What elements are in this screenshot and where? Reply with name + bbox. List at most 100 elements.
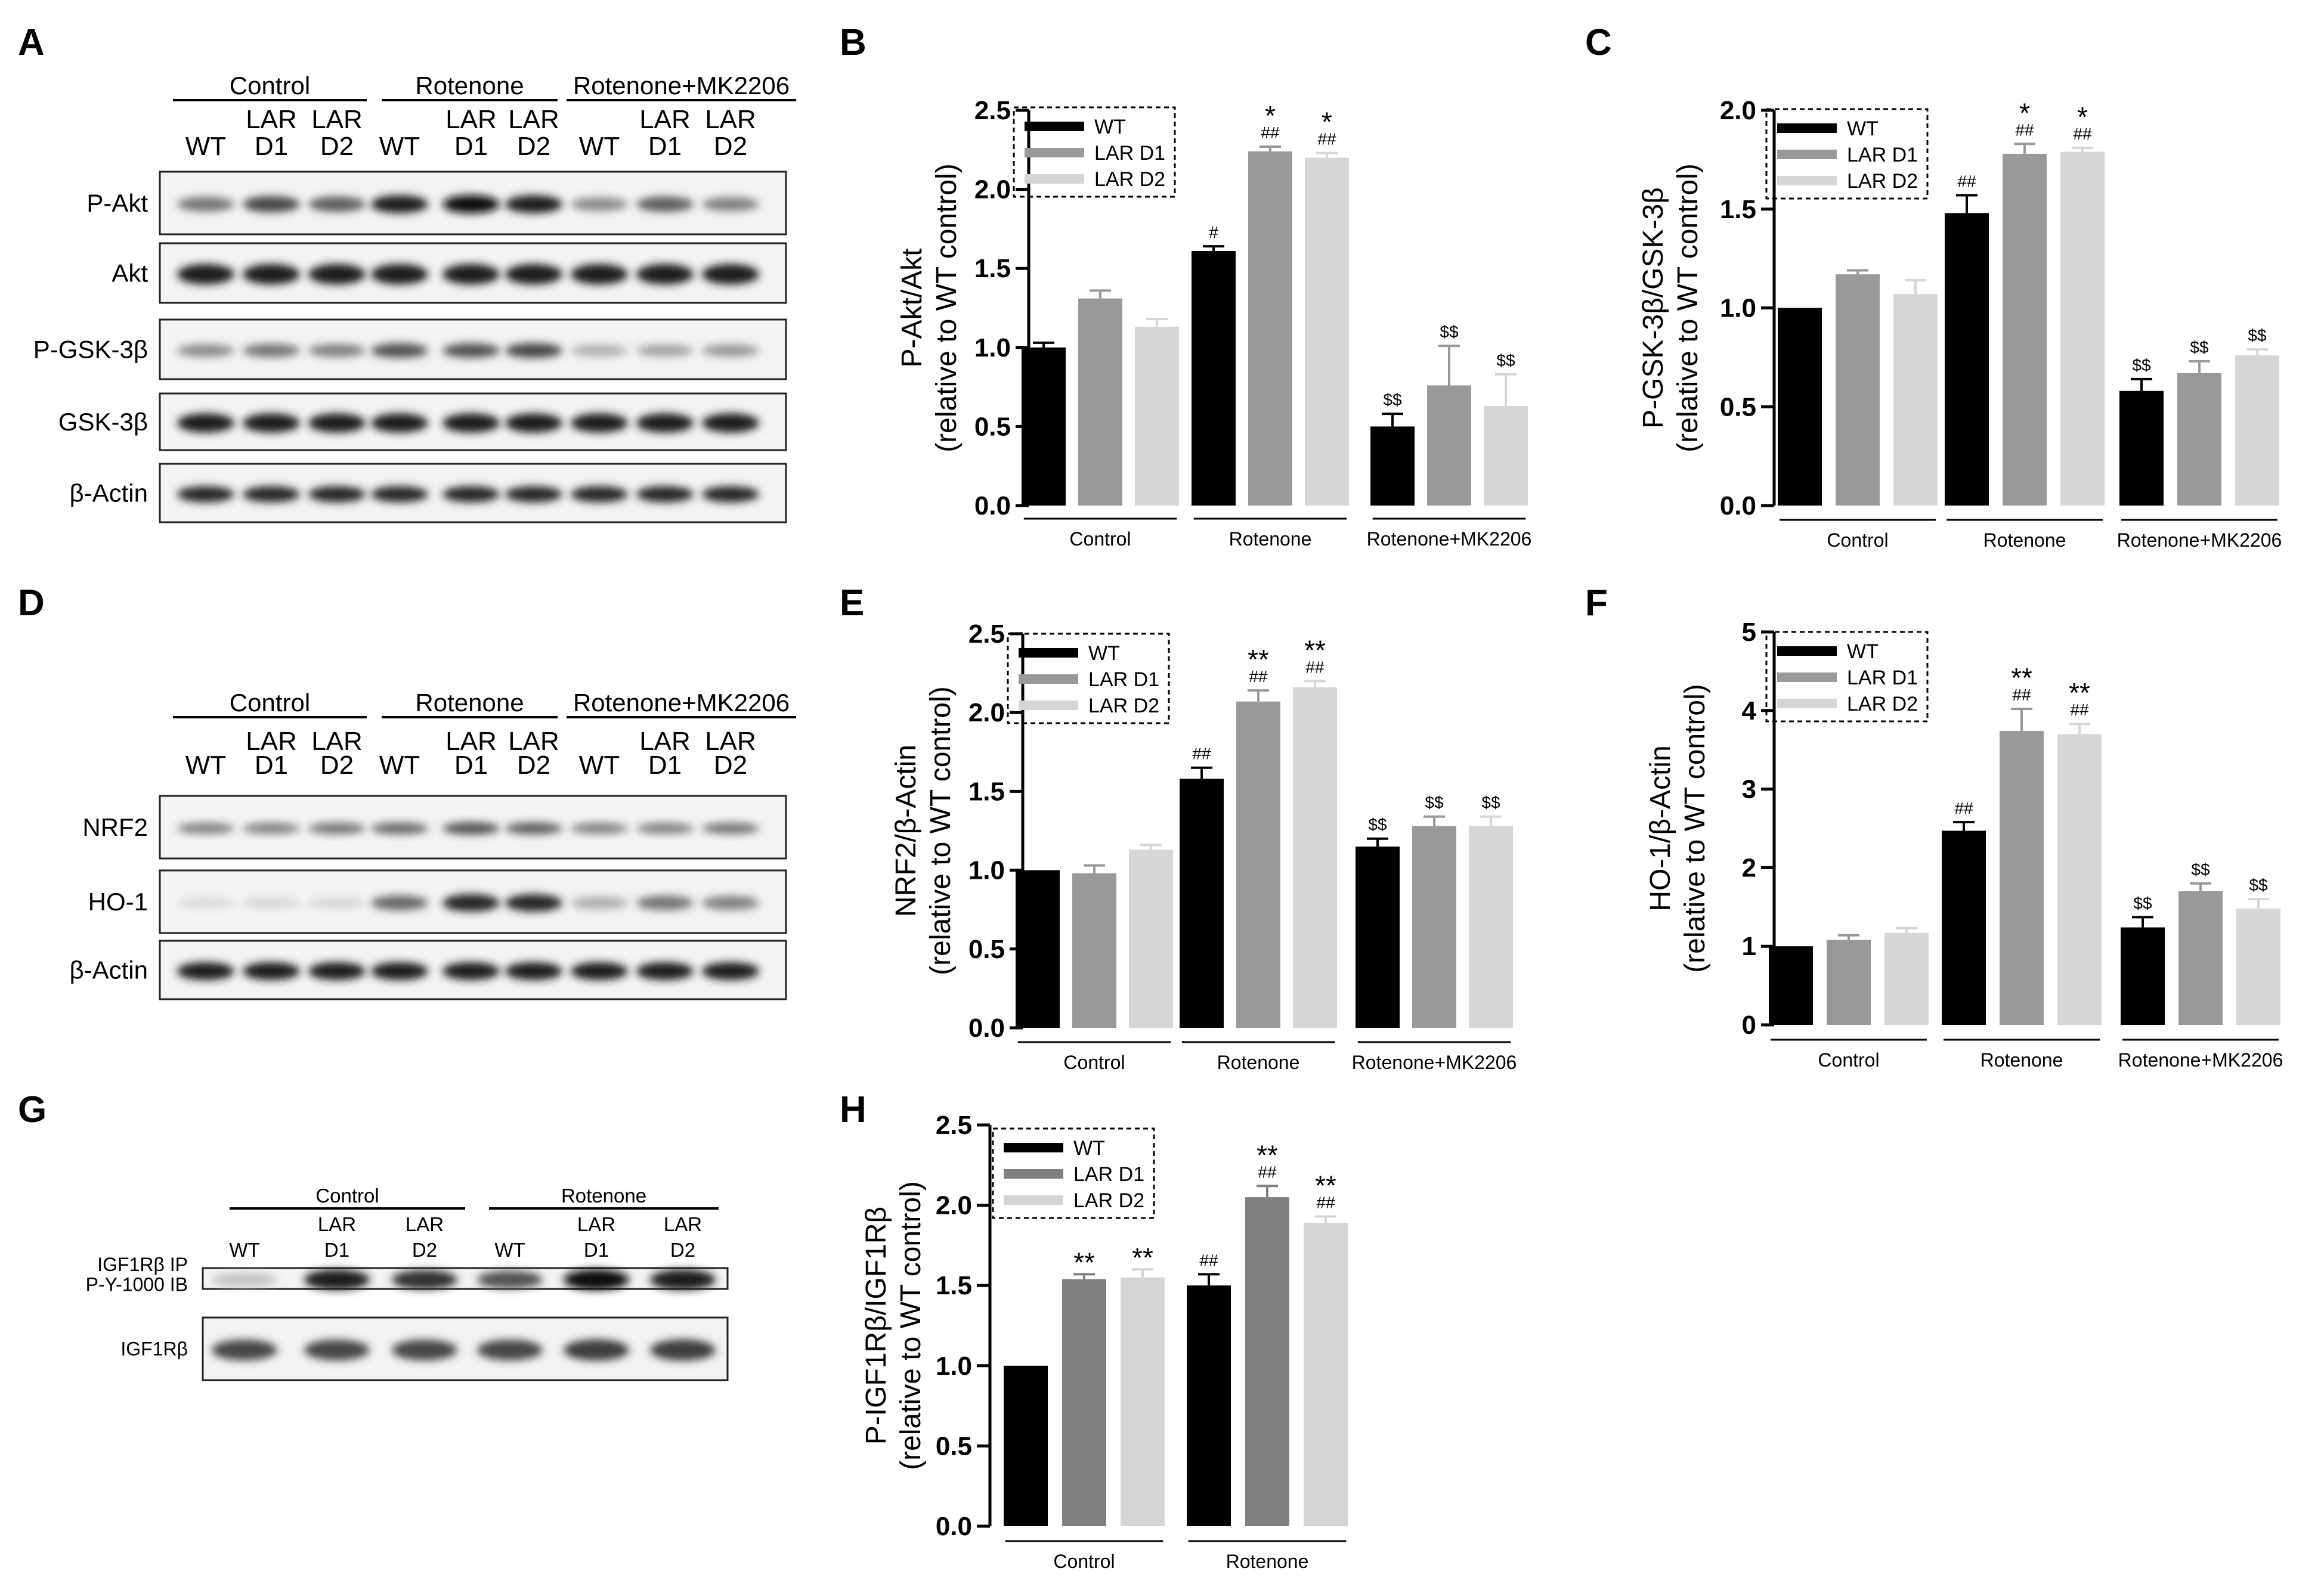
- y-axis-title: P-IGF1Rβ/IGF1Rβ: [861, 1207, 892, 1445]
- blot-band: [177, 897, 234, 909]
- blot-band: [177, 823, 234, 834]
- blot-row-label: P-GSK-3β: [33, 336, 148, 364]
- y-tick-label: 1: [1742, 932, 1756, 961]
- y-tick-label: 0.0: [968, 1013, 1005, 1043]
- group-label: Rotenone+MK2206: [1352, 1052, 1517, 1073]
- blot-band: [636, 196, 694, 212]
- significance-mark: $$: [2249, 876, 2268, 894]
- legend-label: WT: [1088, 642, 1120, 665]
- blot-band: [505, 343, 562, 358]
- group-label: Control: [1053, 1551, 1115, 1572]
- blot-lane-label: LAR: [445, 105, 497, 134]
- y-tick-label: 0.0: [974, 491, 1011, 520]
- y-axis-subtitle: (relative to WT control): [931, 163, 963, 452]
- blot-row-label: β-Actin: [69, 479, 148, 507]
- blot-band: [177, 264, 234, 285]
- significance-mark: $$: [2248, 326, 2267, 345]
- blot-lane-label: D1: [255, 751, 288, 780]
- blot-band: [243, 823, 300, 834]
- group-label: Control: [1818, 1049, 1879, 1071]
- significance-mark: ##: [2015, 120, 2034, 139]
- blot-band: [243, 962, 300, 981]
- y-axis-subtitle: (relative to WT control): [925, 686, 957, 975]
- legend-label: LAR D2: [1847, 170, 1918, 193]
- legend-label: LAR D1: [1073, 1163, 1144, 1186]
- legend-label: WT: [1847, 640, 1879, 663]
- significance-mark: ##: [1261, 123, 1280, 142]
- blot-band: [505, 195, 562, 213]
- blot-band: [564, 1339, 629, 1361]
- blot-strip: [202, 1267, 729, 1290]
- significance-mark: $$: [1496, 351, 1515, 370]
- legend-label: LAR D1: [1094, 142, 1165, 165]
- blot-band: [177, 344, 234, 357]
- blot-lane-label: WT: [379, 132, 420, 161]
- blot-group-label: Control: [230, 72, 310, 100]
- panel-letter-f: F: [1585, 582, 1608, 624]
- blot-lane-label: LAR: [311, 105, 363, 134]
- blot-band: [442, 343, 500, 358]
- y-tick-label: 1.0: [974, 333, 1011, 362]
- panel-letter-b: B: [840, 22, 867, 63]
- blot-band: [308, 822, 366, 835]
- blot-band: [371, 962, 428, 981]
- y-tick-label: 0.5: [1720, 392, 1756, 421]
- legend-label: WT: [1094, 116, 1126, 138]
- blot-band: [371, 413, 428, 433]
- chart-e: 0.0 0.5 1.0 1.5 2.0 2.5 NRF2/β-Actin (relative …: [890, 619, 1517, 1073]
- blot-band: [571, 413, 628, 433]
- y-axis-title: NRF2/β-Actin: [890, 745, 922, 917]
- significance-mark: *: [2077, 101, 2088, 132]
- chart-c: 0.0 0.5 1.0 1.5 2.0 P-GSK-3β/GSK-3β (relative …: [1638, 96, 2282, 551]
- y-tick-label: 2.0: [974, 175, 1011, 204]
- blot-row-label: GSK-3β: [58, 408, 148, 436]
- legend-swatch: [1777, 672, 1837, 682]
- blot-band: [636, 344, 694, 357]
- blot-lane-label: D2: [412, 1239, 437, 1261]
- y-tick-label: 0.0: [1720, 491, 1756, 520]
- bar: [1945, 213, 1989, 506]
- blot-group-label: Rotenone+MK2206: [573, 689, 790, 717]
- bar: [1245, 1197, 1289, 1526]
- blot-band: [371, 264, 428, 285]
- y-tick-label: 4: [1742, 696, 1757, 726]
- blot-band: [371, 486, 428, 503]
- blot-band: [177, 413, 234, 433]
- blot-band: [243, 413, 300, 433]
- blot-band: [650, 1269, 716, 1290]
- blot-lane-label: LAR: [639, 727, 691, 756]
- bar: [1769, 946, 1813, 1025]
- bar: [1469, 826, 1513, 1028]
- y-axis-subtitle: (relative to WT control): [1679, 684, 1711, 973]
- blot-row-label: HO-1: [88, 888, 148, 916]
- group-label: Control: [1827, 529, 1888, 551]
- western-blot-panels: Control Rotenone Rotenone+MK2206WTLARD1LAR…: [33, 72, 796, 1381]
- blot-band: [636, 962, 694, 981]
- significance-mark: ##: [1199, 1251, 1218, 1269]
- blot-g: Control Rotenone WT LAR D1 LAR D2 WT LAR D1 LAR D2 I…: [86, 1185, 729, 1381]
- bar: [2119, 390, 2164, 506]
- significance-mark: $$: [1481, 794, 1500, 812]
- blot-band: [571, 345, 628, 357]
- blot-lane-label: D1: [648, 751, 682, 780]
- bar: [1304, 1223, 1348, 1526]
- bar: [1370, 426, 1415, 506]
- panel-letter-e: E: [840, 582, 864, 624]
- blot-band: [243, 264, 300, 285]
- legend-swatch: [1004, 1143, 1063, 1152]
- significance-mark: ##: [1954, 799, 1973, 817]
- bar: [1412, 826, 1456, 1028]
- significance-mark: $$: [1368, 816, 1387, 834]
- bar: [1427, 385, 1471, 506]
- legend-swatch: [1777, 699, 1837, 708]
- blot-lane-label: D2: [670, 1239, 695, 1261]
- y-axis-subtitle: (relative to WT control): [895, 1181, 927, 1470]
- y-tick-label: 1.0: [968, 856, 1005, 885]
- blot-lane-label: LAR: [246, 105, 297, 134]
- significance-mark: **: [1248, 644, 1269, 675]
- significance-mark: **: [1304, 634, 1326, 665]
- chart-b: 0.0 0.5 1.0 1.5 2.0 2.5 P-Akt/Akt (relative to …: [896, 96, 1531, 550]
- blot-lane-label: LAR: [246, 727, 297, 756]
- blot-band: [636, 264, 694, 285]
- legend: WT LAR D1 LAR D2: [1765, 108, 1929, 200]
